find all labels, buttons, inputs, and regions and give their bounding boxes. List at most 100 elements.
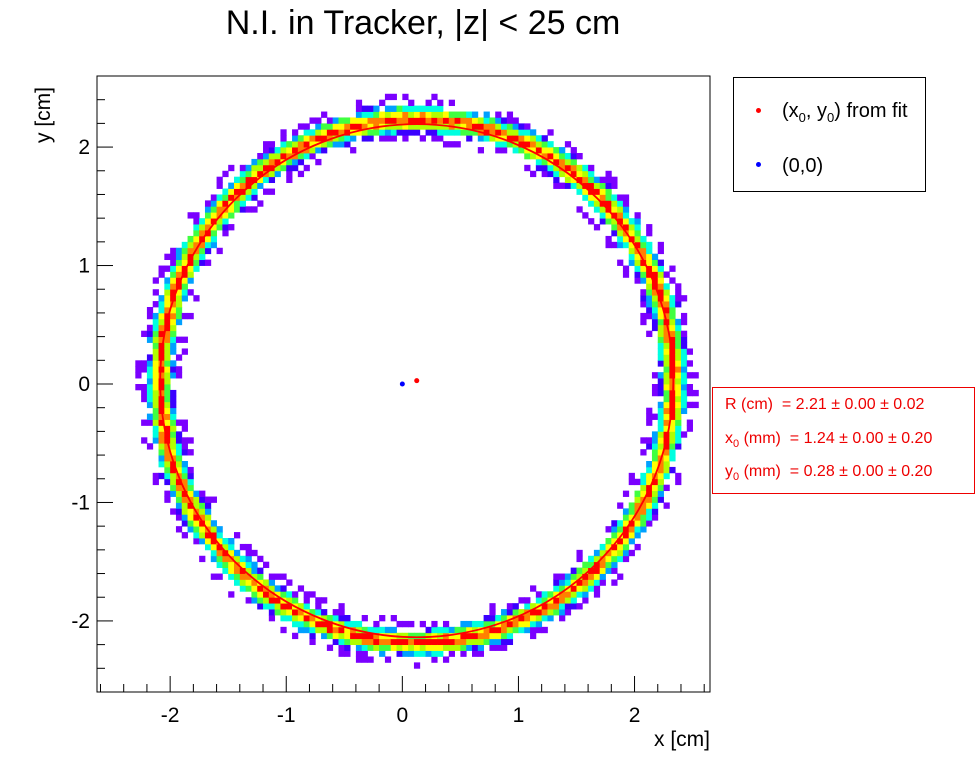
heatmap-cell xyxy=(170,360,177,367)
heatmap-cell xyxy=(350,632,357,640)
heatmap-cell xyxy=(332,609,339,616)
heatmap-cell xyxy=(413,638,421,646)
heatmap-cell xyxy=(454,626,461,634)
heatmap-cell xyxy=(657,342,664,349)
heatmap-cell xyxy=(582,188,589,195)
heatmap-cell xyxy=(669,425,676,432)
heatmap-cell xyxy=(646,407,653,415)
heatmap-cell xyxy=(448,626,455,634)
heatmap-cell xyxy=(448,632,455,640)
heatmap-cell xyxy=(204,496,212,503)
heatmap-cell xyxy=(216,194,223,201)
heatmap-cell xyxy=(437,644,444,651)
heatmap-cell xyxy=(257,579,264,586)
heatmap-cell xyxy=(622,235,630,243)
heatmap-cell xyxy=(599,218,606,225)
heatmap-cell xyxy=(326,141,334,148)
heatmap-cell xyxy=(628,253,635,261)
heatmap-cell xyxy=(297,609,305,616)
heatmap-cell xyxy=(617,532,624,539)
heatmap-cell xyxy=(454,129,461,136)
heatmap-cell xyxy=(396,129,403,136)
heatmap-cell xyxy=(454,644,461,651)
heatmap-cell xyxy=(501,615,508,622)
heatmap-cell xyxy=(344,615,351,622)
heatmap-cell xyxy=(170,437,177,444)
heatmap-cell xyxy=(657,271,664,278)
legend: (x0, y0) from fit (0,0) xyxy=(733,77,926,192)
heatmap-cell xyxy=(634,271,641,278)
heatmap-cell xyxy=(204,224,212,231)
heatmap-cell xyxy=(663,283,670,290)
heatmap-cell xyxy=(524,626,531,634)
heatmap-cell xyxy=(547,609,554,616)
heatmap-cell xyxy=(518,615,525,622)
heatmap-cell xyxy=(170,307,177,314)
heatmap-cell xyxy=(146,372,154,379)
heatmap-cell xyxy=(419,117,426,124)
heatmap-cell xyxy=(158,472,165,480)
heatmap-cell xyxy=(332,615,339,622)
heatmap-cell xyxy=(141,419,148,426)
heatmap-cell xyxy=(692,389,699,397)
heatmap-cell xyxy=(489,644,496,651)
heatmap-cell xyxy=(164,372,171,379)
heatmap-cell xyxy=(361,632,368,640)
heatmap-cell xyxy=(355,105,363,112)
heatmap-cell xyxy=(245,194,252,201)
heatmap-cell xyxy=(535,597,543,604)
heatmap-cell xyxy=(686,389,693,397)
heatmap-cell xyxy=(361,123,368,130)
heatmap-cell xyxy=(350,123,357,130)
heatmap-cell xyxy=(199,526,206,533)
heatmap-cell xyxy=(164,289,171,296)
heatmap-cell xyxy=(541,603,548,610)
heatmap-cell xyxy=(245,585,252,592)
heatmap-cell xyxy=(524,620,531,628)
heatmap-cell xyxy=(175,318,183,326)
heatmap-cell xyxy=(199,520,206,527)
heatmap-cell xyxy=(245,555,252,563)
heatmap-cell xyxy=(640,295,647,302)
heatmap-cell xyxy=(332,626,339,634)
heatmap-cell xyxy=(512,129,519,136)
heatmap-cell xyxy=(193,230,200,237)
heatmap-cell xyxy=(152,395,159,403)
heatmap-cell xyxy=(692,401,699,409)
heatmap-cell xyxy=(530,147,537,154)
heatmap-cell xyxy=(175,496,183,503)
heatmap-cell xyxy=(257,182,264,189)
heatmap-cell xyxy=(611,555,618,563)
heatmap-cell xyxy=(384,656,392,663)
heatmap-cell xyxy=(315,123,322,130)
heatmap-cell xyxy=(164,360,171,367)
heatmap-cell xyxy=(576,603,583,610)
heatmap-cell xyxy=(651,312,659,320)
heatmap-cell xyxy=(570,164,577,172)
heatmap-cell xyxy=(663,401,670,409)
heatmap-cell xyxy=(181,241,188,249)
heatmap-cell xyxy=(466,123,473,130)
heatmap-cell xyxy=(245,579,252,586)
heatmap-cell xyxy=(669,342,676,349)
heatmap-cell xyxy=(588,579,595,586)
heatmap-cell xyxy=(663,384,670,391)
heatmap-cell xyxy=(634,241,641,249)
heatmap-cell xyxy=(379,626,386,634)
heatmap-cell xyxy=(680,295,688,302)
heatmap-cell xyxy=(570,153,577,160)
heatmap-cell xyxy=(564,153,572,160)
heatmap-cell xyxy=(651,413,659,420)
heatmap-cell xyxy=(483,620,490,628)
heatmap-cell xyxy=(338,644,345,651)
heatmap-cell xyxy=(535,158,543,166)
heatmap-cell xyxy=(222,170,229,178)
heatmap-cell xyxy=(204,206,212,213)
heatmap-cell xyxy=(251,188,258,195)
heatmap-cell xyxy=(530,603,537,610)
x-tick-label: 0 xyxy=(396,704,408,727)
heatmap-cell xyxy=(628,247,635,255)
heatmap-cell xyxy=(228,194,235,201)
heatmap-cell xyxy=(367,111,374,118)
heatmap-cell xyxy=(199,224,206,231)
